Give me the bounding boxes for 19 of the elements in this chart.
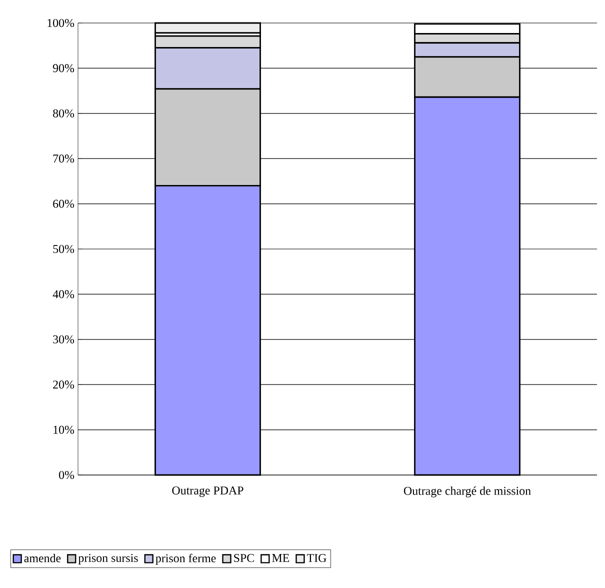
y-tick-label: 10% [54, 426, 74, 434]
legend-label: prison ferme [156, 554, 216, 565]
y-tick-label: 40% [52, 290, 74, 298]
x-tick-label: Outrage PDAP [172, 486, 244, 497]
y-tick-label: 60% [53, 200, 74, 208]
legend-label: SPC [234, 554, 254, 562]
y-tick-label: 20% [53, 380, 74, 389]
y-tick-label: 80% [53, 109, 74, 118]
legend-label: amende [24, 554, 61, 562]
y-tick-label: 50% [53, 244, 74, 254]
y-tick-label: 70% [53, 154, 74, 163]
x-tick-label: Outrage chargé de mission [404, 486, 531, 498]
y-tick-label: 90% [52, 64, 74, 72]
y-tick-label: 100% [48, 18, 74, 28]
y-tick-label: 30% [53, 335, 74, 344]
legend-label: prison sursis [78, 554, 138, 564]
y-tick-label: 0% [58, 470, 74, 480]
legend-label: TIG [307, 554, 326, 562]
legend-label: ME [272, 554, 290, 562]
